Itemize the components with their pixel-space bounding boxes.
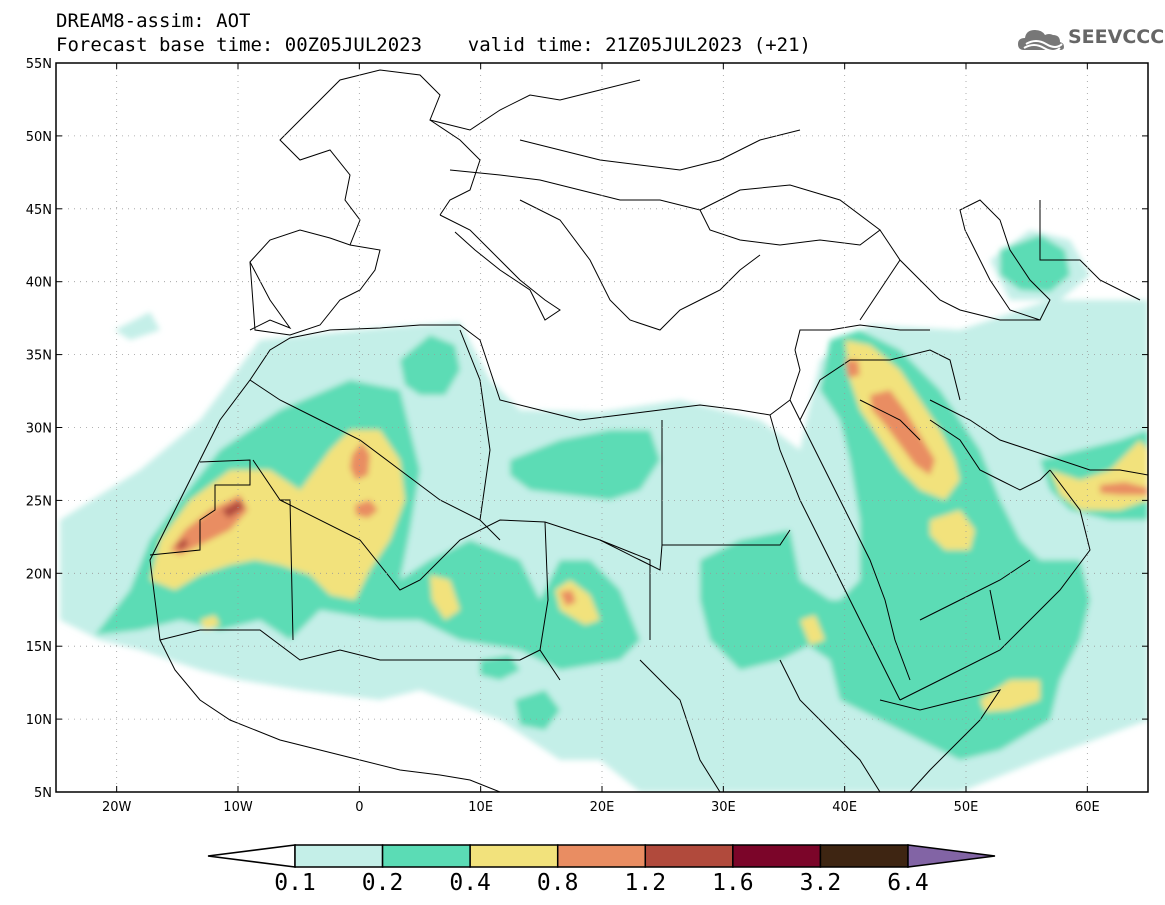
lon-tick-label: 20W: [102, 800, 132, 815]
colorbar: [207, 844, 996, 868]
aot-level-1-2: [176, 500, 244, 550]
map-subtitle: Forecast base time: 00Z05JUL2023 valid t…: [56, 34, 811, 56]
map-title: DREAM8-assim: AOT: [56, 10, 251, 32]
lon-labels: 20W 10W 0 10E 20E 30E 40E 50E 60E: [102, 800, 1100, 815]
lat-tick-label: 45N: [26, 203, 52, 218]
lat-tick-label: 20N: [26, 567, 52, 582]
colorbar-segment: [469, 844, 559, 868]
aot-shading: [60, 230, 1148, 792]
lon-tick-label: 10W: [223, 800, 253, 815]
colorbar-under-arrow: [207, 844, 296, 868]
cloud-icon: [1018, 30, 1064, 52]
map-grid: [56, 63, 1148, 792]
colorbar-label: 1.6: [712, 870, 754, 896]
lat-tick-label: 10N: [26, 713, 52, 728]
lat-tick-label: 25N: [26, 494, 52, 509]
coastlines-borders: [149, 69, 1148, 792]
lat-tick-label: 35N: [26, 349, 52, 364]
colorbar-segment: [294, 844, 384, 868]
colorbar-segment: [644, 844, 734, 868]
colorbar-segment: [732, 844, 822, 868]
colorbar-segment: [556, 844, 647, 868]
colorbar-label: 6.4: [887, 870, 929, 896]
colorbar-label: 0.8: [536, 870, 579, 896]
lat-tick-label: 55N: [26, 57, 52, 72]
lat-tick-label: 5N: [34, 786, 52, 801]
lat-tick-label: 40N: [26, 276, 52, 291]
colorbar-over-arrow: [907, 844, 996, 868]
lat-tick-label: 30N: [26, 422, 52, 437]
seevccc-logo: SEEVCCC: [1016, 24, 1164, 56]
lat-tick-label: 15N: [26, 640, 52, 655]
colorbar-label: 0.4: [449, 870, 491, 896]
axis-ticks: [56, 62, 1148, 793]
lon-tick-label: 0: [355, 800, 363, 815]
lat-labels: 55N 50N 45N 40N 35N 30N 25N 20N 15N 10N 5N: [26, 57, 52, 801]
lon-tick-label: 30E: [711, 800, 736, 815]
logo-text: SEEVCCC: [1068, 26, 1165, 48]
colorbar-label: 0.1: [274, 870, 316, 896]
lon-tick-label: 10E: [468, 800, 493, 815]
colorbar-segment: [819, 844, 909, 868]
lon-tick-label: 20E: [590, 800, 615, 815]
colorbar-label: 1.2: [624, 870, 667, 896]
colorbar-label: 3.2: [799, 870, 842, 896]
lat-tick-label: 50N: [26, 130, 52, 145]
lon-tick-label: 60E: [1075, 800, 1100, 815]
colorbar-label: 0.2: [361, 870, 404, 896]
lon-tick-label: 50E: [954, 800, 979, 815]
lon-tick-label: 40E: [832, 800, 857, 815]
colorbar-segment: [381, 844, 471, 868]
